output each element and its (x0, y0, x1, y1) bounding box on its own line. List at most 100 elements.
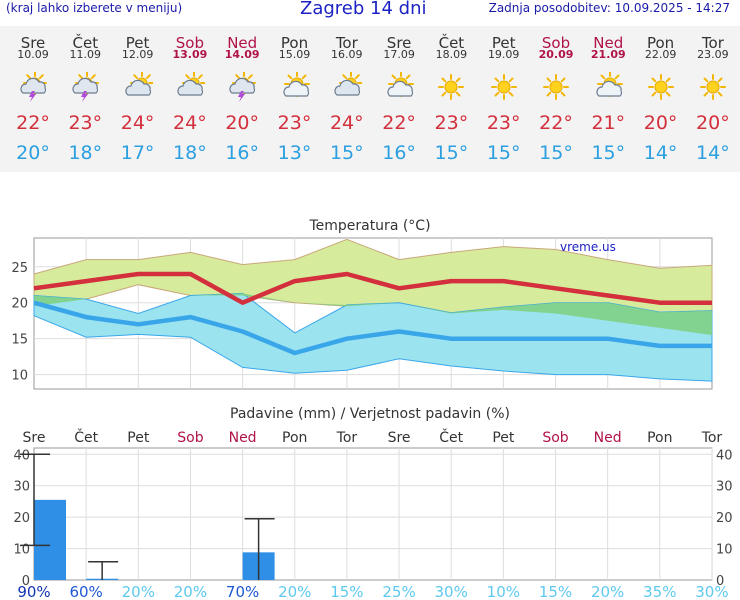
max-temperature: 20° (225, 112, 260, 134)
y-tick-label-right: 40 (716, 448, 733, 463)
last-updated: Zadnja posodobitev: 10.09.2025 - 14:27 (488, 1, 730, 15)
day-name: Tor (701, 34, 724, 52)
max-temperature: 22° (382, 112, 416, 134)
day-name: Pon (646, 34, 675, 52)
day-name: Sre (386, 34, 412, 52)
day-name: Ned (227, 34, 258, 52)
category-label: Sob (177, 430, 203, 446)
max-temperature: 24° (120, 112, 155, 134)
day-name: Čet (72, 34, 99, 52)
y-tick-label-left: 40 (13, 448, 30, 463)
precipitation-probability: 70% (226, 583, 259, 600)
forecast-day-4[interactable]: Sob 13.09 24° 18° (164, 26, 216, 172)
y-tick-label-left: 10 (13, 543, 30, 558)
day-name: Sre (20, 34, 46, 52)
max-temperature: 23° (68, 112, 103, 134)
category-label: Čet (74, 428, 98, 446)
forecast-day-8[interactable]: Sre 17.09 22° 16° (373, 26, 425, 172)
day-date: 12.09 (121, 48, 154, 61)
min-temperature: 16° (382, 142, 416, 164)
forecast-day-1[interactable]: Sre 10.09 22° 20° (7, 26, 59, 172)
min-temperature: 14° (643, 142, 678, 164)
sun-icon (490, 74, 517, 100)
forecast-day-3[interactable]: Pet 12.09 24° 17° (112, 26, 164, 172)
min-temperature: 18° (68, 142, 103, 164)
min-temperature: 15° (539, 142, 573, 164)
precipitation-probability: 15% (330, 583, 363, 600)
min-temperature: 17° (120, 142, 155, 164)
min-temperature: 18° (173, 142, 207, 164)
partly-cloudy-icon (387, 72, 415, 97)
day-date: 16.09 (331, 48, 363, 61)
day-name: Tor (335, 34, 358, 52)
day-name: Sob (175, 34, 204, 52)
max-temperature: 21° (591, 112, 626, 134)
partly-cloudy-icon (282, 72, 310, 97)
partly-cloudy-icon (596, 72, 624, 97)
day-date: 18.09 (435, 48, 468, 61)
forecast-day-13[interactable]: Pon 22.09 20° 14° (635, 26, 687, 172)
sun-icon (438, 74, 465, 100)
category-label: Čet (439, 428, 463, 446)
cloudy-sun-icon (334, 72, 362, 96)
day-date: 15.09 (278, 48, 311, 61)
day-name: Čet (438, 34, 465, 52)
precipitation-probability: 10% (487, 583, 520, 600)
forecast-day-5[interactable]: Ned 14.09 20° 16° (216, 26, 268, 172)
precipitation-probability: 20% (591, 583, 624, 600)
min-temperature: 15° (486, 142, 521, 164)
sun-icon (699, 74, 726, 100)
category-label: Pon (282, 430, 307, 446)
precipitation-plot: Sre Čet Pet Sob Ned Pon Tor Sre Čet Pet Sob Ned Pon T… (13, 428, 733, 600)
forecast-day-2[interactable]: Čet 11.09 23° 18° (59, 26, 111, 172)
forecast-day-12[interactable]: Ned 21.09 21° 15° (582, 26, 634, 172)
location-menu-hint[interactable]: (kraj lahko izberete v meniju) (6, 1, 183, 15)
day-date: 22.09 (644, 48, 677, 61)
y-tick-label: 25 (11, 261, 28, 276)
thunderstorm-icon (20, 72, 47, 102)
category-label: Ned (594, 430, 622, 446)
forecast-day-11[interactable]: Sob 20.09 22° 15° (530, 26, 582, 172)
forecast-day-10[interactable]: Pet 19.09 23° 15° (478, 26, 530, 172)
min-temperature: 20° (16, 142, 50, 164)
precipitation-probability: 30% (435, 583, 468, 600)
sun-icon (543, 74, 569, 100)
y-tick-label-left: 0 (22, 574, 30, 589)
day-date: 10.09 (17, 48, 49, 61)
precipitation-probability: 25% (382, 583, 415, 600)
precipitation-probability: 90% (17, 583, 50, 600)
category-label: Pon (647, 430, 672, 446)
precipitation-probability: 35% (643, 583, 676, 600)
day-date: 14.09 (224, 48, 260, 61)
thunderstorm-icon (72, 72, 100, 102)
min-temperature: 13° (277, 142, 312, 164)
max-temperature: 20° (696, 112, 730, 134)
forecast-day-9[interactable]: Čet 18.09 23° 15° (425, 26, 477, 172)
plot-frame (33, 447, 713, 581)
temperature-plot: 10 15 20 25 vreme.us (11, 237, 713, 390)
category-label: Sre (23, 430, 46, 446)
min-temperature: 15° (329, 142, 364, 164)
day-date: 17.09 (383, 48, 415, 61)
min-temperature: 14° (696, 142, 730, 164)
day-name: Pon (280, 34, 309, 52)
forecast-day-6[interactable]: Pon 15.09 23° 13° (269, 26, 321, 172)
day-date: 13.09 (172, 48, 208, 61)
max-temperature: 22° (539, 112, 573, 134)
temperature-band-overlap (34, 284, 712, 336)
forecast-day-14[interactable]: Tor 23.09 20° 14° (687, 26, 739, 172)
y-tick-label: 15 (11, 333, 28, 348)
watermark: vreme.us (560, 240, 616, 254)
forecast-day-7[interactable]: Tor 16.09 24° 15° (321, 26, 373, 172)
max-temperature: 22° (16, 112, 50, 134)
day-name: Pet (125, 34, 150, 52)
max-temperature-line (33, 271, 712, 305)
day-name: Pet (491, 34, 516, 52)
precipitation-probability: 20% (278, 583, 311, 600)
day-date: 20.09 (538, 48, 574, 61)
cloudy-sun-icon (177, 72, 205, 96)
header: (kraj lahko izberete v meniju) Zagreb 14… (0, 0, 740, 20)
y-tick-label-right: 20 (716, 511, 733, 526)
y-tick-label: 10 (11, 369, 28, 384)
category-label: Sob (542, 430, 568, 446)
